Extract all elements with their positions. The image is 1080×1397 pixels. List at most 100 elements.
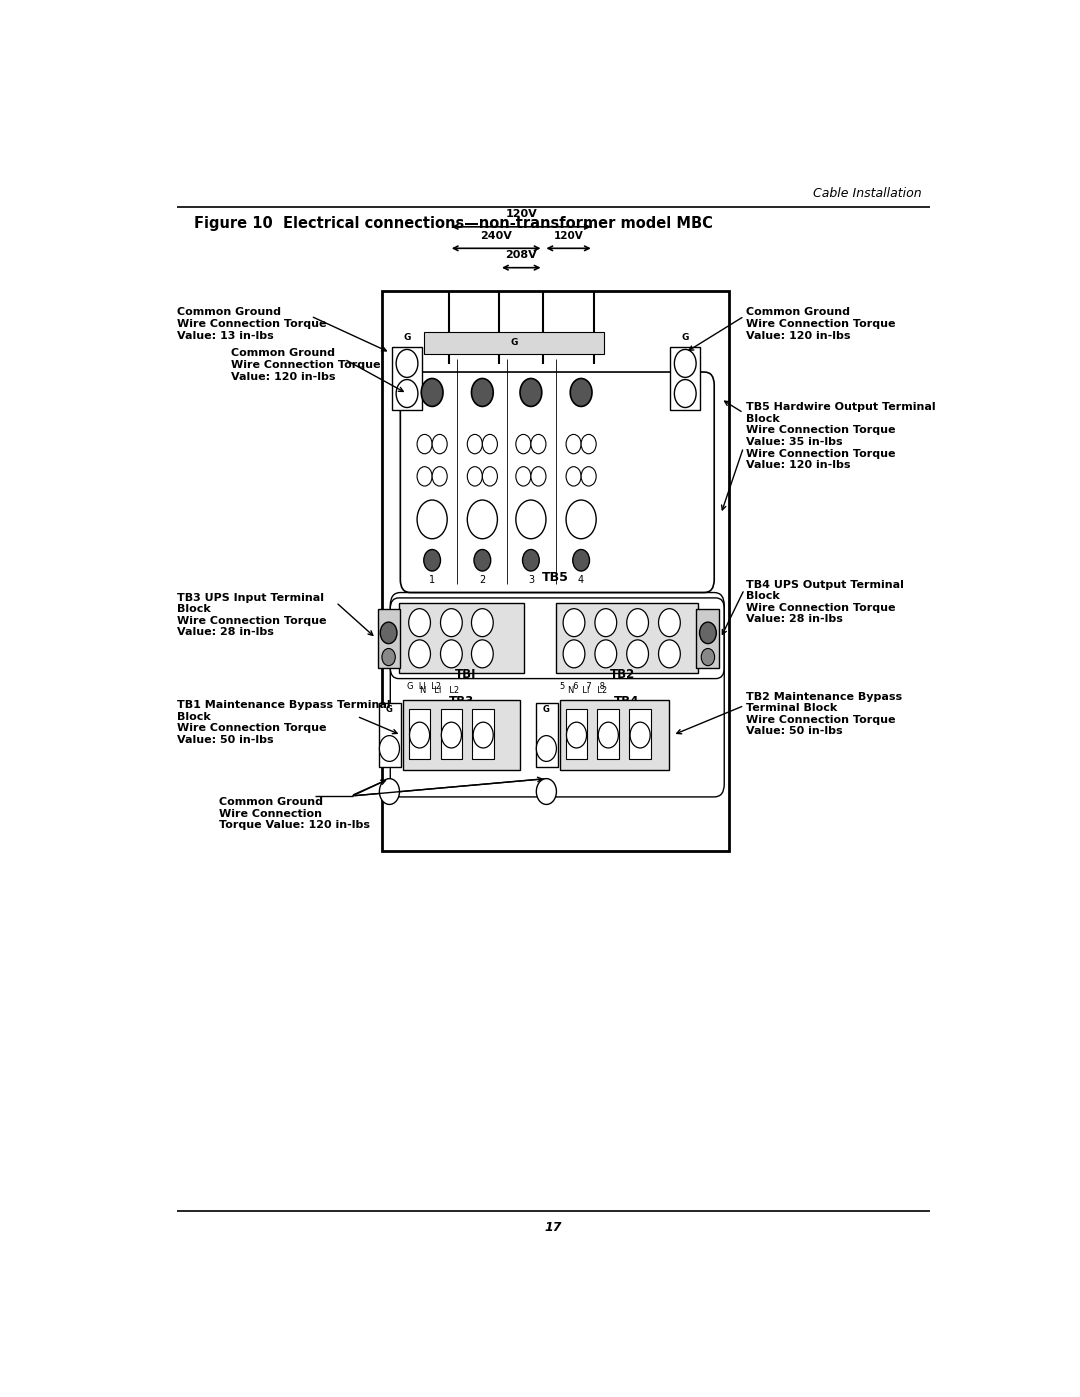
Circle shape — [379, 736, 400, 761]
Bar — [555, 604, 698, 673]
Text: TB4: TB4 — [615, 694, 639, 708]
Text: N   LI   L2: N LI L2 — [568, 686, 607, 694]
Text: 208V: 208V — [505, 250, 537, 260]
Bar — [441, 708, 462, 760]
Text: TB3 UPS Input Terminal
Block
Wire Connection Torque
Value: 28 in-lbs: TB3 UPS Input Terminal Block Wire Connec… — [177, 592, 326, 637]
Circle shape — [423, 549, 441, 571]
Circle shape — [531, 467, 546, 486]
Text: 120V: 120V — [505, 210, 537, 219]
Circle shape — [396, 380, 418, 408]
Circle shape — [432, 467, 447, 486]
Bar — [392, 348, 422, 409]
Circle shape — [379, 778, 400, 805]
Circle shape — [472, 379, 494, 407]
Circle shape — [630, 722, 650, 747]
Circle shape — [417, 500, 447, 539]
Circle shape — [626, 609, 648, 637]
Circle shape — [701, 648, 715, 666]
Circle shape — [474, 549, 490, 571]
Circle shape — [595, 609, 617, 637]
Circle shape — [659, 640, 680, 668]
Circle shape — [581, 434, 596, 454]
Text: Figure 10  Electrical connections—non-transformer model MBC: Figure 10 Electrical connections—non-tra… — [193, 217, 713, 231]
Text: TB4 UPS Output Terminal
Block
Wire Connection Torque
Value: 28 in-lbs: TB4 UPS Output Terminal Block Wire Conne… — [746, 580, 904, 624]
Text: TB1 Maintenance Bypass Terminal
Block
Wire Connection Torque
Value: 50 in-lbs: TB1 Maintenance Bypass Terminal Block Wi… — [177, 700, 391, 745]
Circle shape — [523, 549, 539, 571]
Circle shape — [659, 609, 680, 637]
Circle shape — [516, 467, 531, 486]
Circle shape — [382, 648, 395, 666]
Circle shape — [417, 467, 432, 486]
Text: G: G — [681, 332, 689, 342]
Circle shape — [674, 349, 697, 377]
Text: 1: 1 — [429, 576, 435, 585]
Text: TB5 Hardwire Output Terminal
Block
Wire Connection Torque
Value: 35 in-lbs
Wire : TB5 Hardwire Output Terminal Block Wire … — [746, 402, 935, 471]
Bar — [472, 708, 494, 760]
Text: Common Ground
Wire Connection Torque
Value: 120 in-lbs: Common Ground Wire Connection Torque Val… — [231, 348, 381, 381]
Text: G: G — [386, 705, 393, 714]
Circle shape — [472, 640, 494, 668]
Text: 17: 17 — [544, 1221, 563, 1234]
Circle shape — [408, 640, 431, 668]
Text: G: G — [510, 338, 517, 348]
Circle shape — [472, 609, 494, 637]
Bar — [671, 348, 700, 409]
Text: TB2 Maintenance Bypass
Terminal Block
Wire Connection Torque
Value: 50 in-lbs: TB2 Maintenance Bypass Terminal Block Wi… — [746, 692, 902, 736]
Circle shape — [380, 622, 397, 644]
Text: TBI: TBI — [455, 668, 476, 680]
Circle shape — [421, 379, 443, 407]
Circle shape — [516, 434, 531, 454]
Bar — [559, 700, 669, 770]
Text: Common Ground
Wire Connection Torque
Value: 120 in-lbs: Common Ground Wire Connection Torque Val… — [746, 307, 895, 341]
Bar — [697, 609, 719, 668]
Text: TB3: TB3 — [449, 694, 474, 708]
Circle shape — [581, 467, 596, 486]
Circle shape — [563, 640, 585, 668]
Bar — [382, 292, 729, 851]
Circle shape — [442, 722, 461, 747]
Circle shape — [441, 640, 462, 668]
Bar — [630, 708, 651, 760]
Circle shape — [468, 500, 498, 539]
Text: 120V: 120V — [554, 231, 583, 240]
Circle shape — [473, 722, 494, 747]
Circle shape — [408, 609, 431, 637]
Circle shape — [537, 736, 556, 761]
Text: 4: 4 — [578, 576, 584, 585]
Circle shape — [598, 722, 619, 747]
Bar — [378, 609, 401, 668]
Circle shape — [417, 434, 432, 454]
Circle shape — [566, 434, 581, 454]
Circle shape — [566, 500, 596, 539]
Circle shape — [483, 434, 498, 454]
Text: Common Ground
Wire Connection
Torque Value: 120 in-lbs: Common Ground Wire Connection Torque Val… — [218, 796, 369, 830]
Text: G: G — [403, 332, 410, 342]
Text: TB2: TB2 — [610, 668, 635, 680]
Circle shape — [572, 549, 590, 571]
Circle shape — [468, 467, 483, 486]
Circle shape — [563, 609, 585, 637]
Circle shape — [674, 380, 697, 408]
Circle shape — [567, 722, 586, 747]
Circle shape — [483, 467, 498, 486]
Text: Cable Installation: Cable Installation — [813, 187, 922, 200]
Text: G: G — [543, 705, 550, 714]
Text: 2: 2 — [480, 576, 486, 585]
Circle shape — [432, 434, 447, 454]
Text: 3: 3 — [528, 576, 534, 585]
Bar — [399, 604, 524, 673]
Circle shape — [595, 640, 617, 668]
Bar — [597, 708, 619, 760]
Circle shape — [516, 500, 546, 539]
Text: TB5: TB5 — [542, 571, 569, 584]
Text: N   LI   L2: N LI L2 — [420, 686, 459, 694]
Circle shape — [396, 349, 418, 377]
Circle shape — [468, 434, 483, 454]
Circle shape — [531, 434, 546, 454]
Bar — [566, 708, 588, 760]
Text: 5   6   7   8: 5 6 7 8 — [559, 682, 605, 692]
Bar — [379, 703, 401, 767]
Text: Common Ground
Wire Connection Torque
Value: 13 in-lbs: Common Ground Wire Connection Torque Val… — [177, 307, 326, 341]
Circle shape — [409, 722, 430, 747]
Bar — [403, 700, 521, 770]
